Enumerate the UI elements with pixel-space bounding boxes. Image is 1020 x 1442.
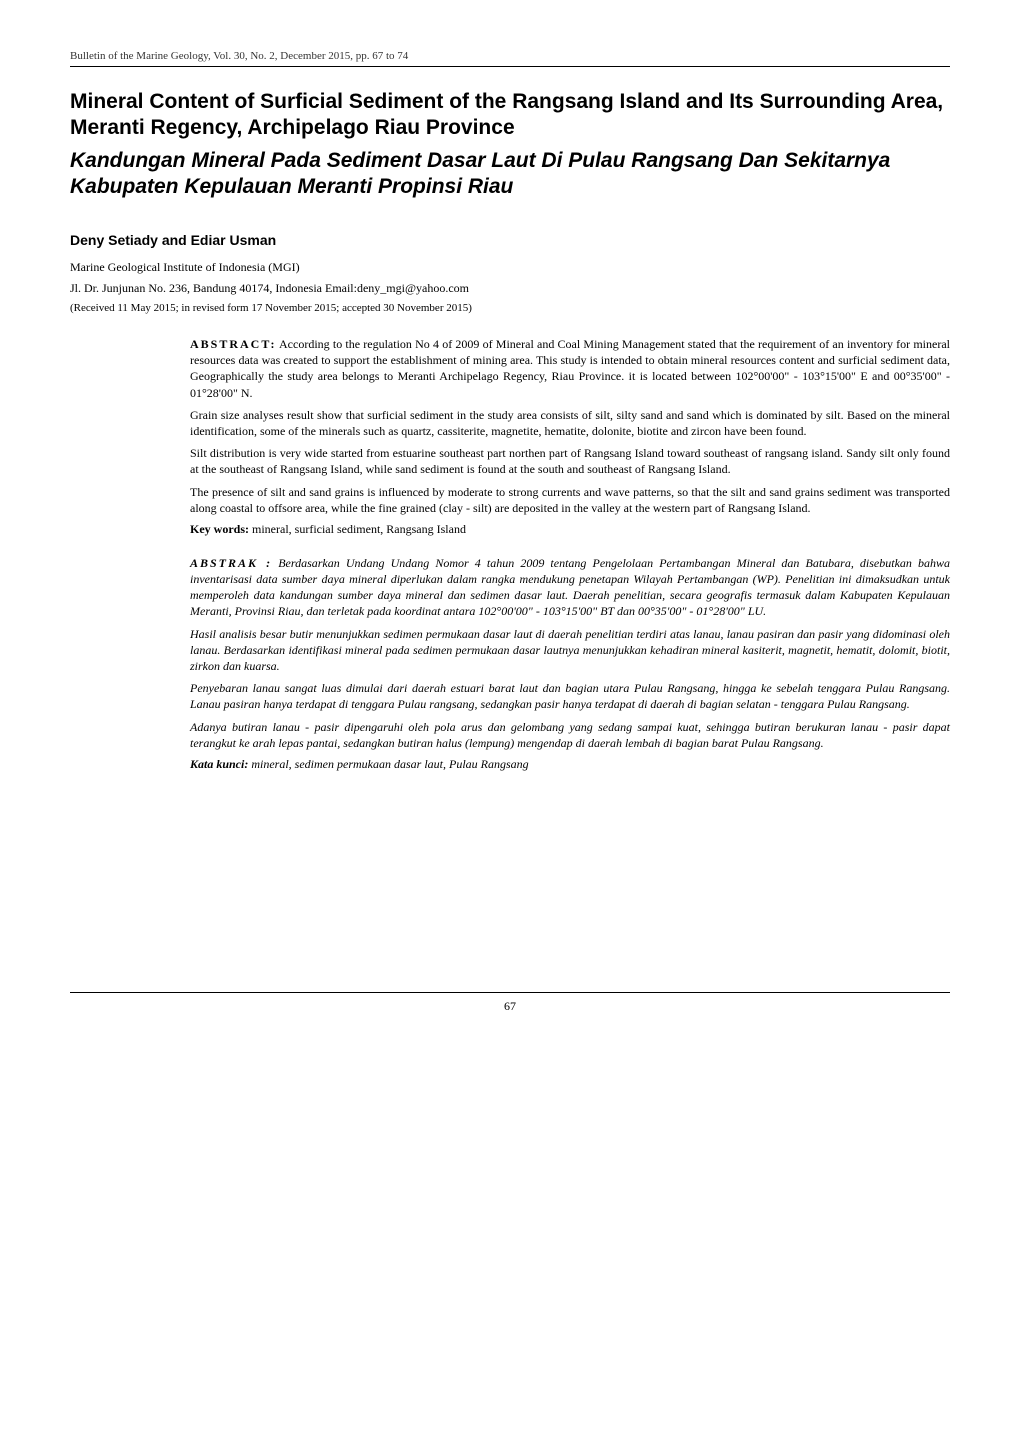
abstrak-p3: Penyebaran lanau sangat luas dimulai dar… [190, 680, 950, 712]
page-number: 67 [70, 999, 950, 1014]
abstract-p4: The presence of silt and sand grains is … [190, 484, 950, 516]
abstract-label: ABSTRACT: [190, 337, 276, 351]
title-english: Mineral Content of Surficial Sediment of… [70, 89, 950, 142]
kata-kunci-label: Kata kunci: [190, 757, 248, 771]
kata-kunci-line: Kata kunci: mineral, sedimen permukaan d… [190, 757, 950, 772]
keywords-text: mineral, surficial sediment, Rangsang Is… [249, 522, 466, 536]
authors: Deny Setiady and Ediar Usman [70, 232, 950, 248]
top-rule [70, 66, 950, 67]
abstrak-p4: Adanya butiran lanau - pasir dipengaruhi… [190, 719, 950, 751]
footer-rule [70, 992, 950, 993]
journal-header: Bulletin of the Marine Geology, Vol. 30,… [70, 50, 950, 62]
affiliation-institute: Marine Geological Institute of Indonesia… [70, 260, 950, 275]
received-dates: (Received 11 May 2015; in revised form 1… [70, 302, 950, 314]
abstract-p2: Grain size analyses result show that sur… [190, 407, 950, 439]
abstract-p1: ABSTRACT: According to the regulation No… [190, 336, 950, 401]
title-indonesian: Kandungan Mineral Pada Sediment Dasar La… [70, 148, 950, 201]
abstract-p3: Silt distribution is very wide started f… [190, 445, 950, 477]
abstrak-label: ABSTRAK : [190, 556, 272, 570]
kata-kunci-text: mineral, sedimen permukaan dasar laut, P… [248, 757, 528, 771]
keywords-line: Key words: mineral, surficial sediment, … [190, 522, 950, 537]
abstract-block: ABSTRACT: According to the regulation No… [190, 336, 950, 772]
footer: 67 [70, 992, 950, 1014]
abstrak-p1-text: Berdasarkan Undang Undang Nomor 4 tahun … [190, 556, 950, 619]
abstrak-p1: ABSTRAK : Berdasarkan Undang Undang Nomo… [190, 555, 950, 620]
abstract-p1-text: According to the regulation No 4 of 2009… [190, 337, 950, 400]
abstrak-p2: Hasil analisis besar butir menunjukkan s… [190, 626, 950, 675]
keywords-label: Key words: [190, 522, 249, 536]
affiliation-address: Jl. Dr. Junjunan No. 236, Bandung 40174,… [70, 281, 950, 296]
